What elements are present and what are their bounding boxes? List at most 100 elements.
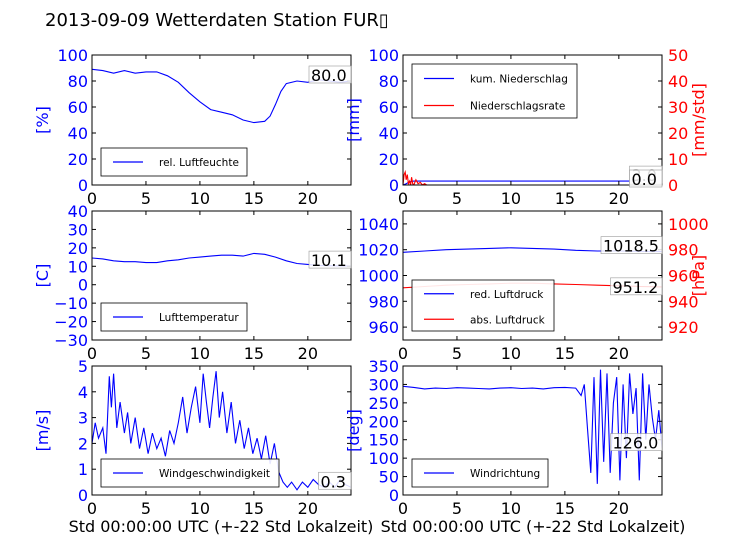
last-value-box: [308, 250, 352, 269]
y2-tick-label: 980: [668, 241, 699, 260]
last-value-label-secondary: 0.0: [632, 170, 657, 189]
y-tick-label: 0: [389, 176, 399, 195]
y-tick-label: 80: [68, 72, 88, 91]
x-tick-label: 15: [244, 189, 264, 208]
x-tick-label: 10: [501, 189, 521, 208]
legend-label: Windgeschwindigkeit: [159, 468, 270, 480]
legend-label: rel. Luftfeuchte: [159, 157, 239, 169]
x-tick-label: 0: [398, 499, 408, 518]
last-value-label: 126.0: [613, 434, 659, 453]
y-axis-label: [C]: [33, 264, 52, 288]
x-tick-label: 10: [501, 344, 521, 363]
y2-axis-label: [hPa]: [689, 255, 708, 296]
y-tick-label: 960: [368, 318, 399, 337]
panel-temperature: 0 5 10 15 20−30−20−10010203040[C]Lufttempera…: [33, 202, 352, 363]
y2-tick-label: 920: [668, 318, 699, 337]
axes-frame: [402, 54, 663, 186]
x-tick-label: 0: [87, 344, 97, 363]
y2-tick-label: 0: [668, 176, 678, 195]
y-tick-label: 1000: [358, 267, 399, 286]
x-tick-label: 15: [555, 189, 575, 208]
x-tick-label: 0: [87, 499, 97, 518]
y-tick-label: 2: [78, 434, 88, 453]
y2-axis-label: [mm/std]: [689, 83, 708, 157]
x-tick-label: 5: [141, 344, 151, 363]
last-value-label-secondary: 951.2: [613, 278, 659, 297]
x-axis-label-left: Std 00:00:00 UTC (+-22 Std Lokalzeit): [69, 517, 374, 536]
series-line-wind-direction-0: [403, 369, 662, 484]
x-tick-label: 20: [298, 344, 318, 363]
y-tick-label: 150: [368, 431, 399, 450]
x-tick-label: 15: [555, 344, 575, 363]
series-line-temperature-0: [92, 252, 351, 267]
x-tick-label: 10: [190, 189, 210, 208]
x-tick-label: 10: [190, 499, 210, 518]
series-line-precipitation-1: [403, 169, 662, 185]
y-tick-label: 200: [368, 412, 399, 431]
x-tick-label: 5: [141, 499, 151, 518]
y-tick-label: 60: [68, 98, 88, 117]
x-tick-label: 5: [452, 499, 462, 518]
y2-tick-label: 1000: [668, 215, 709, 234]
y-axis-label: [%]: [33, 106, 52, 134]
y2-tick-label: 940: [668, 292, 699, 311]
last-value-box: [318, 471, 352, 490]
x-tick-label: 15: [244, 499, 264, 518]
y-tick-label: −20: [54, 313, 88, 332]
panel-precipitation: 0 5 10 15 20 0 20 40 60 80 100 0 10 20 30 40 50 [mm] [mm/s…: [344, 46, 708, 208]
y-tick-label: 20: [379, 150, 399, 169]
y-tick-label: 40: [379, 124, 399, 143]
y-tick-label: 100: [368, 449, 399, 468]
x-tick-label: 15: [244, 344, 264, 363]
x-tick-label: 0: [87, 189, 97, 208]
x-tick-label: 20: [609, 344, 629, 363]
x-tick-label: 20: [298, 189, 318, 208]
y-tick-label: 350: [368, 357, 399, 376]
y-axis-label: [m/s]: [33, 410, 52, 452]
panel-wind-speed: 0 5 10 15 20 0 1 2 3 4 5 [m/s] Windgeschwindigkeit 0.…: [33, 357, 352, 518]
last-value-box: [610, 433, 663, 451]
y-tick-label: 1020: [358, 241, 399, 260]
y2-tick-label: 10: [668, 150, 688, 169]
last-value-label: 10.1: [311, 251, 347, 270]
axes-frame: [402, 365, 663, 496]
y-tick-label: 250: [368, 394, 399, 413]
y-tick-label: 30: [68, 220, 88, 239]
y-axis-label: [mm]: [344, 98, 363, 142]
x-tick-label: 5: [452, 189, 462, 208]
last-value-box: [600, 236, 663, 254]
x-tick-label: 20: [609, 499, 629, 518]
y-tick-label: 0: [78, 276, 88, 295]
y-tick-label: 40: [68, 202, 88, 221]
axes-frame: [91, 365, 352, 496]
y2-tick-label: 50: [668, 46, 688, 65]
panel-pressure: 0 5 10 15 20 960 980 1000 1020 1040 920 940 960 980 10…: [358, 210, 709, 363]
y-tick-label: 20: [68, 150, 88, 169]
x-tick-label: 5: [141, 189, 151, 208]
legend-box: [411, 63, 578, 119]
y-tick-label: 5: [78, 357, 88, 376]
chart-title: 2013-09-09 Wetterdaten Station FUR▯: [45, 10, 389, 31]
y-tick-label: 60: [379, 98, 399, 117]
last-value-box: [308, 65, 352, 84]
x-tick-label: 10: [501, 499, 521, 518]
y-tick-label: 100: [368, 46, 399, 65]
last-value-box-secondary: [629, 169, 663, 188]
series-line-humidity-0: [92, 68, 351, 124]
y-tick-label: 300: [368, 375, 399, 394]
legend-box: [411, 279, 555, 332]
y-tick-label: 980: [368, 292, 399, 311]
last-value-label: 0.3: [321, 472, 346, 491]
y2-tick-label: 960: [668, 267, 699, 286]
legend-label: red. Luftdruck: [470, 289, 544, 301]
legend-label: kum. Niederschlag: [470, 74, 568, 86]
y-axis-label: [deg]: [344, 409, 363, 452]
x-tick-label: 10: [190, 344, 210, 363]
x-axis-label-right: Std 00:00:00 UTC (+-22 Std Lokalzeit): [381, 517, 686, 536]
last-value-box-secondary: [610, 277, 663, 296]
panel-humidity: 0 5 10 15 20 0 20 40 60 80 100 [%] rel. Luftfeuchte 8…: [33, 46, 352, 208]
legend-label: Lufttemperatur: [159, 312, 239, 324]
x-tick-label: 20: [609, 189, 629, 208]
axes-frame: [91, 210, 352, 341]
